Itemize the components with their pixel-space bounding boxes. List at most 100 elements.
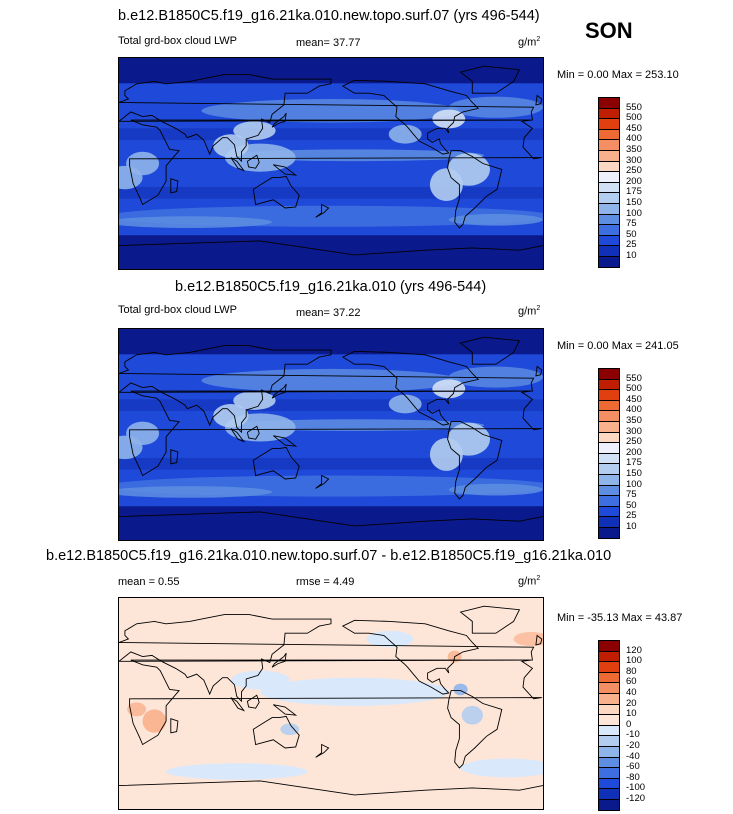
field-region bbox=[126, 151, 160, 176]
coastline-antarctica bbox=[119, 780, 543, 796]
coastline-madagascar bbox=[170, 178, 179, 194]
polar-region bbox=[119, 506, 543, 540]
panel-3-units: g/m2 bbox=[518, 575, 541, 588]
coastline-japan bbox=[271, 383, 287, 399]
field-region bbox=[127, 702, 147, 717]
colorbar-tick-label: 0 bbox=[626, 718, 632, 730]
coastline-antarctica bbox=[119, 240, 543, 256]
colorbar-tick-label: 60 bbox=[626, 676, 637, 688]
panel-1-mean-label: mean= 37.77 bbox=[296, 37, 361, 49]
colorbar-tick-label: 100 bbox=[626, 655, 642, 667]
field-region bbox=[201, 99, 461, 123]
coastline-eurasia bbox=[119, 73, 535, 163]
panel-1-colorbar: 550 500 450 400 350 300 250 200 175 150 100 75 50 25 1… bbox=[598, 97, 678, 268]
coastline-madagascar bbox=[170, 449, 179, 465]
colorbar-tick-label: -20 bbox=[626, 740, 640, 751]
coastline-eurasia bbox=[119, 613, 535, 703]
field-region bbox=[448, 213, 543, 226]
field-region bbox=[233, 391, 276, 410]
field-region bbox=[388, 124, 422, 144]
colorbar-tick-label: 350 bbox=[626, 415, 642, 426]
coastline-borneo bbox=[246, 425, 260, 440]
colorbar-tick-label: 120 bbox=[626, 644, 642, 656]
colorbar-tick-label: -60 bbox=[626, 761, 640, 773]
coastline-samerica bbox=[447, 690, 503, 769]
field-region bbox=[233, 121, 276, 141]
coastline-sumatra bbox=[230, 697, 246, 712]
coastline-newguinea bbox=[273, 704, 298, 716]
colorbar-swatch bbox=[598, 527, 620, 539]
coastline-japan bbox=[271, 112, 287, 128]
panel-1-units: g/m2 bbox=[518, 36, 541, 49]
field-region bbox=[280, 723, 300, 736]
colorbar-tick-label: -100 bbox=[626, 782, 646, 794]
colorbar-tick-label: 200 bbox=[626, 175, 642, 187]
coastline-australia bbox=[252, 446, 300, 480]
colorbar-tick-label: 50 bbox=[626, 228, 637, 240]
panel-3-minmax: Min = -35.13 Max = 43.87 bbox=[557, 612, 683, 624]
subtropical-region bbox=[119, 186, 543, 199]
colorbar-tick-label: -40 bbox=[626, 750, 640, 762]
coastline-greenland bbox=[459, 605, 521, 634]
coastline-australia bbox=[252, 715, 300, 749]
colorbar-tick-label: 10 bbox=[626, 708, 637, 720]
coastline-borneo bbox=[246, 154, 260, 169]
coastline-newguinea bbox=[273, 435, 298, 447]
coastline-uk bbox=[535, 634, 543, 646]
colorbar-tick-label: -10 bbox=[626, 729, 640, 741]
colorbar-tick-label: 400 bbox=[626, 404, 642, 416]
colorbar-tick-label: 10 bbox=[626, 250, 637, 261]
coastline-nz bbox=[315, 203, 330, 218]
panel-2-mean-label: mean= 37.22 bbox=[296, 307, 361, 319]
field-region bbox=[201, 368, 461, 393]
colorbar-tick-label: 300 bbox=[626, 154, 642, 166]
colorbar-tick-label: 100 bbox=[626, 478, 642, 490]
season-label: SON bbox=[585, 18, 633, 43]
field-region bbox=[460, 758, 543, 778]
coastline-samerica bbox=[447, 150, 503, 229]
colorbar-tick-label: 50 bbox=[626, 499, 637, 511]
coastline-japan bbox=[271, 652, 287, 668]
panel-3-title: b.e12.B1850C5.f19_g16.21ka.010.new.topo.… bbox=[46, 548, 612, 564]
colorbar-tick-label: 75 bbox=[626, 489, 637, 501]
colorbar-tick-label: -120 bbox=[626, 793, 646, 804]
coastline-africa bbox=[129, 119, 542, 206]
coastline-africa bbox=[129, 659, 542, 746]
panel-2-units: g/m2 bbox=[518, 305, 541, 318]
coastline-namerica bbox=[341, 619, 480, 695]
colorbar-tick-label: 300 bbox=[626, 425, 642, 437]
coastline-antarctica bbox=[119, 511, 543, 527]
panel-2-colorbar: 550 500 450 400 350 300 250 200 175 150 100 75 50 25 1… bbox=[598, 368, 678, 539]
subtropical-region bbox=[119, 457, 543, 470]
colorbar-tick-label: 200 bbox=[626, 446, 642, 458]
colorbar-tick-label: 25 bbox=[626, 510, 637, 522]
field-region bbox=[513, 631, 543, 647]
colorbar-swatch bbox=[598, 799, 620, 811]
coastline-nz bbox=[315, 474, 330, 489]
panel-1-title: b.e12.B1850C5.f19_g16.21ka.010.new.topo.… bbox=[118, 8, 540, 24]
coastline-uk bbox=[535, 94, 543, 106]
colorbar-tick-label: 25 bbox=[626, 239, 637, 251]
coastline-sumatra bbox=[230, 428, 246, 443]
coastline-greenland bbox=[459, 336, 521, 365]
colorbar-swatch bbox=[598, 256, 620, 268]
field-region bbox=[213, 134, 249, 158]
coastline-borneo bbox=[246, 694, 260, 709]
field-region bbox=[388, 394, 422, 414]
colorbar-tick-label: 400 bbox=[626, 133, 642, 145]
colorbar-tick-label: 150 bbox=[626, 197, 642, 208]
colorbar-tick-label: 175 bbox=[626, 186, 642, 198]
colorbar-tick-label: 550 bbox=[626, 372, 642, 384]
colorbar-tick-label: 10 bbox=[626, 521, 637, 532]
colorbar-tick-label: 450 bbox=[626, 122, 642, 134]
panel-1-map bbox=[118, 57, 544, 270]
field-region bbox=[142, 709, 167, 733]
panel-3-rmse-label: rmse = 4.49 bbox=[296, 576, 355, 588]
panel-1-minmax: Min = 0.00 Max = 253.10 bbox=[557, 69, 679, 81]
colorbar-tick-label: 75 bbox=[626, 218, 637, 230]
coastline-nz bbox=[315, 743, 330, 758]
field-region bbox=[461, 705, 483, 725]
panel-2-map bbox=[118, 328, 544, 541]
colorbar-tick-label: 350 bbox=[626, 144, 642, 155]
panel-3-map bbox=[118, 597, 544, 810]
